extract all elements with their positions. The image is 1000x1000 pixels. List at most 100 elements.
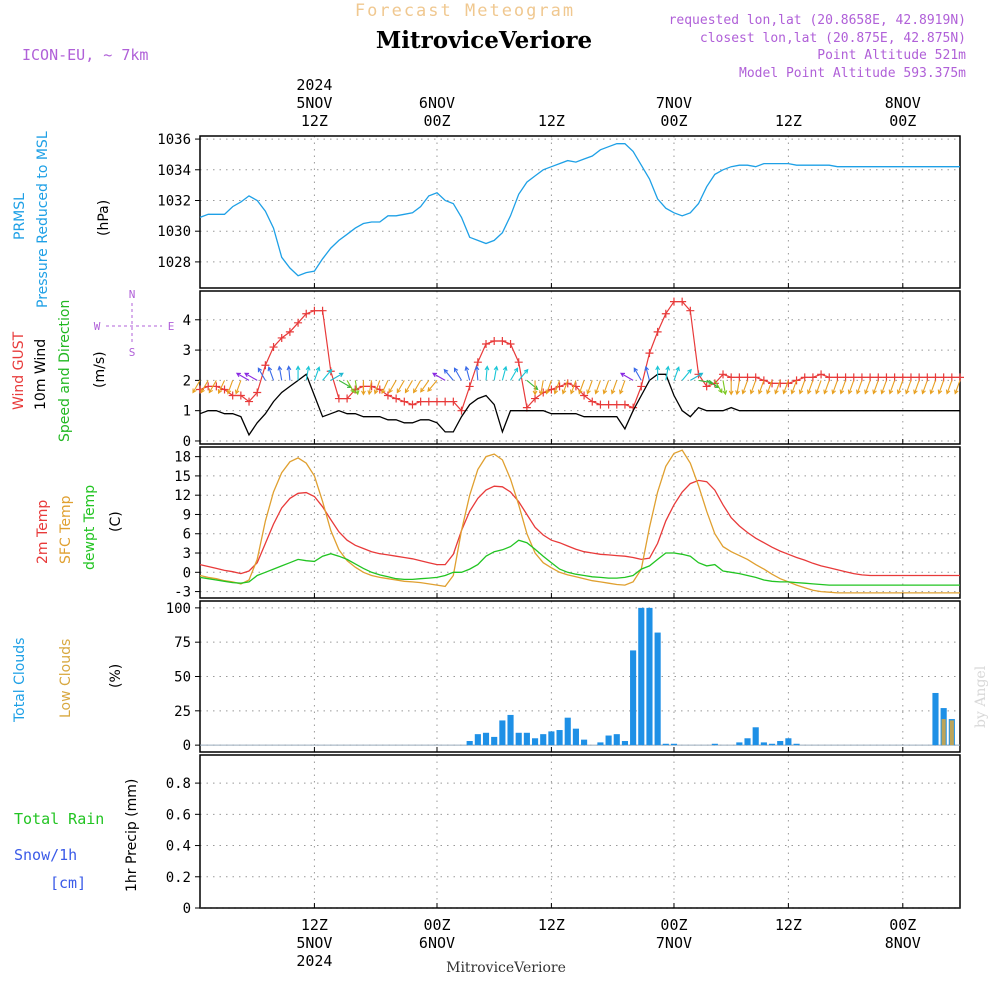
gust-marker [408, 400, 417, 409]
total-cloud-bar [670, 743, 678, 746]
gust-marker [343, 394, 352, 403]
top-time-label: 6NOV [419, 94, 455, 112]
sfc-temp-line [199, 449, 960, 594]
requested-lonlat: requested lon,lat (20.8658E, 42.8919N) [669, 13, 966, 28]
gust-marker [939, 373, 948, 382]
gust-marker [743, 373, 752, 382]
gust-marker [604, 400, 613, 409]
bottom-time-label: 00Z [660, 916, 687, 934]
total-cloud-bar [556, 730, 563, 746]
gust-marker [931, 373, 940, 382]
bottom-time-label: 5NOV [296, 934, 332, 952]
y-tick-label: 4 [183, 313, 191, 329]
precip-label-rain: Total Rain [14, 810, 104, 828]
station-title: MitroviceVeriore [376, 27, 592, 54]
total-cloud-bar [752, 727, 759, 746]
gust-marker [857, 373, 866, 382]
wind-direction-arrow [396, 380, 405, 394]
gust-marker [473, 358, 482, 367]
panel-frame [199, 446, 961, 599]
y-tick-label: 3 [183, 343, 191, 359]
wind-direction-arrow [569, 380, 577, 395]
wind-direction-arrow [330, 372, 344, 381]
temp-2m-line [199, 479, 960, 577]
low-cloud-bar [941, 719, 946, 746]
wind-direction-arrow [234, 380, 242, 395]
gust-marker [849, 373, 858, 382]
total-cloud-bar [744, 738, 751, 746]
wind-direction-arrow [277, 365, 283, 381]
gust-marker [678, 297, 687, 306]
gust-marker [204, 382, 213, 391]
y-tick-label: 6 [183, 527, 191, 543]
gust-marker [449, 397, 458, 406]
wind-direction-arrow [474, 365, 480, 381]
watermark: by Angel [973, 665, 989, 728]
wind-direction-arrow [404, 380, 413, 394]
wind-direction-arrow [267, 366, 275, 381]
wind-direction-arrow [561, 380, 569, 395]
wind-direction-arrow [235, 372, 250, 381]
gust-marker [302, 309, 311, 318]
wind-direction-arrow [872, 380, 879, 395]
wind-direction-arrow [373, 380, 381, 395]
y-tick-label: 9 [183, 507, 191, 523]
wind-direction-arrow [553, 380, 561, 395]
total-cloud-bar [491, 736, 498, 746]
gust-marker [482, 340, 491, 349]
total-cloud-bar [548, 731, 555, 746]
y-tick-label: 0 [183, 738, 191, 754]
total-cloud-bar [540, 734, 547, 746]
wind-direction-arrow [453, 367, 462, 381]
wind-direction-arrow [728, 380, 734, 396]
panel-frame [199, 600, 961, 753]
wind-direction-arrow [443, 368, 454, 381]
wind-direction-arrow [305, 365, 311, 381]
wind-direction-arrow [757, 380, 765, 395]
total-cloud-bar [581, 739, 588, 746]
gust-marker [457, 406, 466, 415]
gust-marker [727, 373, 736, 382]
gust-marker [735, 373, 744, 382]
gust-marker [261, 361, 270, 370]
wind-direction-arrow [346, 380, 355, 394]
wind-unit: (m/s) [92, 351, 108, 388]
gust-marker [506, 340, 515, 349]
gust-marker [637, 382, 646, 391]
wind-direction-arrow [518, 368, 529, 381]
y-tick-label: 1034 [157, 163, 191, 179]
gust-marker [841, 373, 850, 382]
gust-marker [882, 373, 891, 382]
total-cloud-bar [515, 732, 522, 746]
total-cloud-bar [630, 650, 637, 746]
wind-direction-arrow [427, 380, 438, 392]
wind-direction-arrow [586, 380, 593, 395]
gust-marker [277, 333, 286, 342]
bottom-time-label: 7NOV [656, 934, 692, 952]
precip-side-labels: Total Rain Snow/1h [cm] 1hr Precip (mm) [14, 779, 140, 892]
y-tick-label: 0 [183, 434, 191, 450]
bottom-time-label: 00Z [889, 916, 916, 934]
gust-marker [424, 397, 433, 406]
wind-direction-arrow [226, 380, 234, 395]
wind-direction-arrow [381, 380, 389, 395]
gust-marker [702, 382, 711, 391]
y-tick-label: 1032 [157, 193, 191, 209]
y-tick-label: 75 [174, 635, 191, 651]
total-cloud-bar [621, 741, 629, 746]
wind-direction-arrow [286, 365, 292, 381]
top-time-label: 12Z [775, 112, 802, 130]
y-tick-label: 2 [183, 373, 191, 389]
point-altitude: Point Altitude 521m [817, 48, 966, 63]
bottom-time-label: 12Z [775, 916, 802, 934]
y-tick-label: 3 [183, 546, 191, 562]
total-cloud-bar [654, 632, 661, 746]
wind-direction-arrow [823, 380, 830, 395]
top-time-label: 12Z [538, 112, 565, 130]
top-time-label: 7NOV [656, 94, 692, 112]
precip-label-snow: Snow/1h [14, 846, 77, 864]
wind-direction-arrow [806, 380, 814, 395]
wind-direction-arrow [192, 380, 201, 394]
